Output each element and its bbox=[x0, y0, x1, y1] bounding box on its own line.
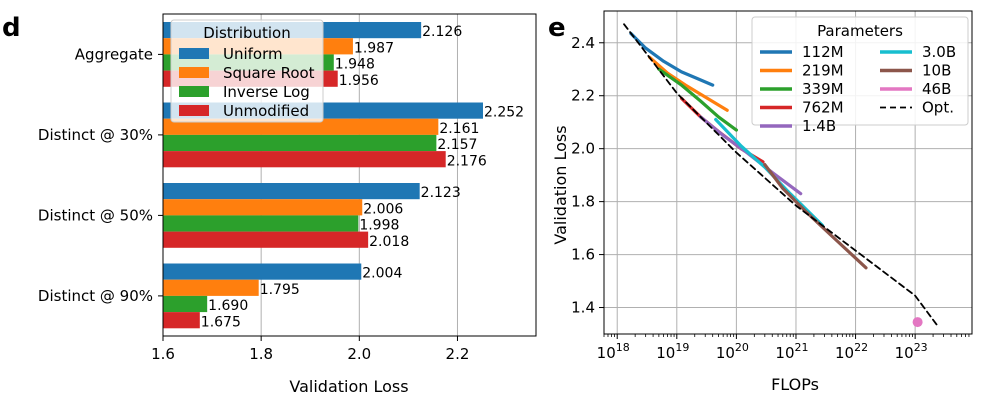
series-line-10b bbox=[763, 163, 868, 270]
legend-label-unmodified: Unmodified bbox=[223, 102, 309, 120]
bar-label-inverse-log-distinct-50: 1.998 bbox=[359, 218, 399, 234]
y-tick-label: 2.0 bbox=[571, 140, 595, 158]
bar-inverse-log-distinct-90 bbox=[163, 295, 208, 313]
legend-swatch-square-root bbox=[179, 67, 209, 78]
y-tick-label: 1.4 bbox=[571, 299, 595, 317]
bar-label-inverse-log-aggregate: 1.948 bbox=[335, 57, 375, 73]
y-tick-label: 1.6 bbox=[571, 246, 595, 264]
y-tick-label: 2.4 bbox=[571, 34, 595, 52]
bar-chart-panel: d 2.1261.9871.9481.9562.2522.1612.1572.1… bbox=[2, 13, 537, 396]
x-tick-label: 1022 bbox=[835, 341, 868, 362]
x-tick-label: 2.0 bbox=[347, 345, 371, 363]
x-axis-ticks: 1.6 1.8 2.0 2.2 bbox=[151, 336, 469, 363]
gridlines bbox=[604, 11, 972, 334]
legend-title: Distribution bbox=[203, 24, 291, 42]
bar-label-uniform-aggregate: 2.126 bbox=[422, 24, 462, 40]
legend-label-10b: 10B bbox=[922, 62, 951, 80]
y-axis-category-labels: Aggregate Distinct @ 30% Distinct @ 50% Dis… bbox=[38, 45, 163, 305]
x-tick-label: 1.6 bbox=[151, 345, 175, 363]
bar-label-unmodified-distinct-50: 2.018 bbox=[369, 234, 409, 250]
bar-label-square-root-distinct-30: 2.161 bbox=[439, 121, 479, 137]
x-tick-label: 1.8 bbox=[249, 345, 273, 363]
plot-frame bbox=[162, 13, 537, 337]
panel-letter-d: d bbox=[2, 13, 21, 43]
series-line-219m bbox=[648, 55, 729, 112]
bar-label-inverse-log-distinct-30: 2.157 bbox=[437, 137, 477, 153]
x-tick-label: 2.2 bbox=[446, 345, 470, 363]
x-axis-ticks: 1018 1019 1020 1021 1022 1023 bbox=[597, 334, 970, 362]
bar-label-square-root-aggregate: 1.987 bbox=[354, 40, 394, 56]
bar-label-uniform-distinct-50: 2.123 bbox=[421, 185, 461, 201]
legend-label-112m: 112M bbox=[802, 43, 844, 61]
legend-label-uniform: Uniform bbox=[223, 45, 283, 63]
series-point-46b bbox=[912, 317, 923, 328]
bar-unmodified-distinct-50 bbox=[163, 231, 369, 248]
plot-frame bbox=[603, 10, 973, 335]
legend-label-46b: 46B bbox=[922, 80, 951, 98]
bar-uniform-distinct-90 bbox=[163, 263, 362, 280]
bar-label-unmodified-distinct-90: 1.675 bbox=[201, 314, 241, 330]
bar-inverse-log-distinct-50 bbox=[163, 215, 359, 232]
legend-label-339m: 339M bbox=[802, 80, 844, 98]
legend-box bbox=[751, 16, 969, 126]
bar-square-root-distinct-90 bbox=[163, 279, 259, 296]
category-label-distinct-50: Distinct @ 50% bbox=[38, 206, 153, 224]
bar-inverse-log-distinct-30 bbox=[163, 134, 437, 152]
bar-label-unmodified-distinct-30: 2.176 bbox=[447, 153, 487, 169]
y-tick-label: 1.8 bbox=[571, 193, 595, 211]
bar-square-root-distinct-50 bbox=[163, 199, 363, 216]
series-line-opt bbox=[623, 23, 938, 326]
bar-square-root-distinct-30 bbox=[163, 118, 439, 135]
series-line-339m bbox=[657, 67, 738, 132]
bar-unmodified-distinct-90 bbox=[163, 312, 200, 329]
legend-title: Parameters bbox=[817, 22, 903, 40]
series-lines bbox=[623, 23, 938, 328]
bar-label-inverse-log-distinct-90: 1.690 bbox=[208, 298, 248, 314]
category-label-aggregate: Aggregate bbox=[75, 45, 153, 63]
bar-label-unmodified-aggregate: 1.956 bbox=[339, 73, 379, 89]
legend-label-3-0b: 3.0B bbox=[922, 43, 956, 61]
legend-swatch-inverse-log bbox=[179, 86, 209, 97]
legend-swatch-uniform bbox=[179, 48, 209, 59]
category-label-distinct-30: Distinct @ 30% bbox=[38, 126, 153, 144]
legend-label-opt: Opt. bbox=[922, 99, 954, 117]
series-line-112m bbox=[629, 31, 715, 87]
x-axis-title: FLOPs bbox=[771, 375, 819, 394]
bar-label-uniform-distinct-30: 2.252 bbox=[484, 105, 524, 121]
legend-swatch-unmodified bbox=[179, 105, 209, 116]
panel-letter-e: e bbox=[548, 13, 566, 43]
bar-uniform-distinct-50 bbox=[163, 183, 420, 200]
x-tick-label: 1018 bbox=[597, 341, 630, 362]
y-axis-ticks: 1.4 1.6 1.8 2.0 2.2 2.4 bbox=[571, 34, 604, 317]
legend-label-inverse-log: Inverse Log bbox=[223, 83, 310, 101]
bar-label-square-root-distinct-50: 2.006 bbox=[363, 201, 403, 217]
legend-label-762m: 762M bbox=[802, 99, 844, 117]
x-tick-label: 1019 bbox=[656, 341, 689, 362]
y-tick-label: 2.2 bbox=[571, 87, 595, 105]
legend-label-1-4b: 1.4B bbox=[802, 117, 836, 135]
bar-unmodified-distinct-30 bbox=[163, 151, 446, 168]
x-tick-label: 1023 bbox=[895, 341, 928, 362]
legend-label-219m: 219M bbox=[802, 62, 844, 80]
x-tick-label: 1020 bbox=[716, 341, 749, 362]
bar-label-square-root-distinct-90: 1.795 bbox=[260, 282, 300, 298]
legend-label-square-root: Square Root bbox=[223, 64, 315, 82]
category-label-distinct-90: Distinct @ 90% bbox=[38, 287, 153, 305]
y-axis-title: Validation Loss bbox=[551, 125, 570, 244]
bar-label-uniform-distinct-90: 2.004 bbox=[362, 266, 402, 282]
scaling-chart-panel: e 1018 1019 1020 1021 1022 1023 1.4 1.6 1.8 2.0 2… bbox=[548, 10, 973, 394]
x-tick-label: 1021 bbox=[775, 341, 808, 362]
x-axis-title: Validation Loss bbox=[289, 377, 408, 396]
